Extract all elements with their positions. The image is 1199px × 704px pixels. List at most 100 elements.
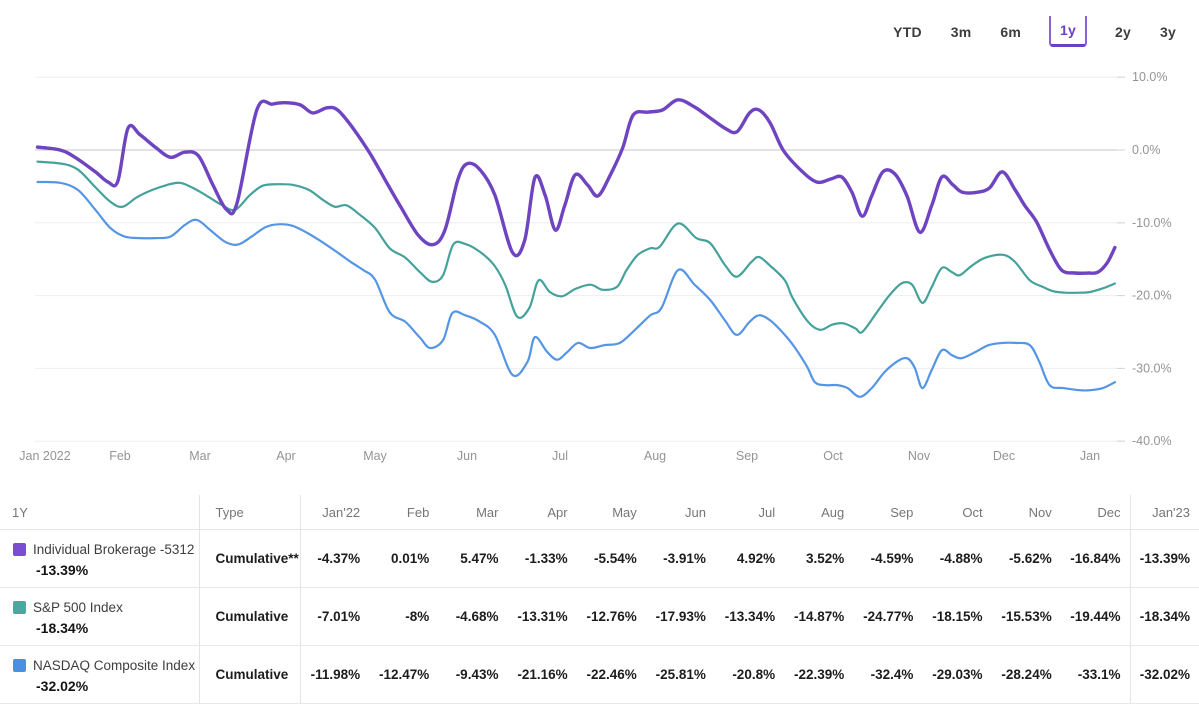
table-month-header: Jan'22 — [300, 495, 370, 530]
table-month-header: Aug — [784, 495, 854, 530]
monthly-return-cell: -13.34% — [714, 587, 785, 646]
table-header-row: 1Y Type Jan'22 Feb Mar Apr May Jun Jul Aug Sep Oct N… — [0, 495, 1199, 530]
y-axis-label: -30.0% — [1132, 361, 1172, 375]
monthly-return-cell: -20.8% — [714, 645, 785, 704]
range-button-3m[interactable]: 3m — [950, 23, 972, 40]
x-axis-label: Jan — [1080, 449, 1100, 463]
x-axis-label: Jul — [552, 449, 568, 463]
series-total-return: -32.02% — [36, 677, 89, 694]
monthly-return-cell: -33.1% — [1060, 645, 1130, 704]
monthly-return-cell: -21.16% — [507, 645, 577, 704]
monthly-return-cell: -29.03% — [922, 645, 992, 704]
table-month-header: Sep — [853, 495, 923, 530]
table-month-header: Nov — [991, 495, 1061, 530]
x-axis-label: Dec — [993, 449, 1015, 463]
series-line — [36, 160, 1116, 334]
monthly-return-cell: -17.93% — [645, 587, 715, 646]
performance-chart[interactable]: 10.0% 0.0% -10.0% -20.0% -30.0% -40.0% Jan 202… — [0, 60, 1199, 472]
monthly-return-cell: -13.31% — [507, 587, 577, 646]
table-month-header: Dec — [1060, 495, 1130, 530]
monthly-return-cell: -12.47% — [369, 645, 439, 704]
monthly-return-cell: 3.52% — [784, 529, 854, 588]
range-button-ytd[interactable]: YTD — [893, 23, 922, 40]
x-axis-label: Nov — [908, 449, 931, 463]
series-line — [35, 98, 1117, 275]
series-color-swatch — [13, 600, 26, 614]
y-axis-label: -20.0% — [1132, 289, 1172, 303]
monthly-return-cell: -9.43% — [438, 645, 508, 704]
series-type: Cumulative — [199, 645, 301, 704]
y-axis-label: 0.0% — [1132, 143, 1161, 157]
series-total-return: -18.34% — [36, 619, 89, 636]
table-month-header: Jan'23 — [1129, 495, 1199, 530]
monthly-return-cell: 4.92% — [714, 529, 785, 588]
monthly-return-cell: -12.76% — [576, 587, 646, 646]
monthly-return-cell: -14.87% — [784, 587, 854, 646]
y-axis-label: 10.0% — [1132, 70, 1167, 84]
monthly-return-cell: 0.01% — [369, 529, 439, 588]
series-color-swatch — [13, 542, 26, 556]
table-month-header: Feb — [369, 495, 439, 530]
monthly-return-cell: -19.44% — [1060, 587, 1130, 646]
table-month-header: Jun — [645, 495, 715, 530]
x-axis-label: Feb — [109, 449, 131, 463]
monthly-return-cell: -3.91% — [645, 529, 715, 588]
monthly-return-cell: -4.37% — [300, 529, 370, 588]
monthly-return-cell: -22.39% — [784, 645, 854, 704]
series-type: Cumulative** — [199, 529, 301, 588]
monthly-return-cell: -32.4% — [853, 645, 923, 704]
x-axis-label: Mar — [189, 449, 211, 463]
x-axis-label: Oct — [823, 449, 843, 463]
table-corner-header: 1Y — [0, 495, 200, 530]
y-axis-label: -10.0% — [1132, 216, 1172, 230]
table-month-header: Oct — [922, 495, 992, 530]
table-type-header: Type — [199, 495, 301, 530]
x-axis-label: May — [363, 449, 387, 463]
x-axis-label: Jan 2022 — [19, 449, 70, 463]
series-name-cell: S&P 500 Index -18.34% — [0, 587, 200, 646]
chart-svg: 10.0% 0.0% -10.0% -20.0% -30.0% -40.0% Jan 202… — [19, 70, 1172, 463]
monthly-return-cell: -15.53% — [991, 587, 1061, 646]
time-range-selector: YTD 3m 6m 1y 2y 3y — [892, 16, 1177, 47]
table-month-header: Jul — [714, 495, 785, 530]
monthly-return-cell: 5.47% — [438, 529, 508, 588]
monthly-return-cell: -18.15% — [922, 587, 992, 646]
monthly-return-cell: -4.68% — [438, 587, 508, 646]
series-total-return: -13.39% — [36, 561, 89, 578]
y-axis-label: -40.0% — [1132, 434, 1172, 448]
range-button-2y[interactable]: 2y — [1115, 23, 1132, 40]
series-name: Individual Brokerage -5312 — [33, 541, 195, 557]
table-row: S&P 500 Index -18.34% Cumulative -7.01% -8% -… — [0, 587, 1199, 646]
monthly-return-cell: -8% — [369, 587, 439, 646]
performance-table: 1Y Type Jan'22 Feb Mar Apr May Jun Jul Aug Sep Oct N… — [0, 495, 1199, 704]
range-button-1y[interactable]: 1y — [1049, 16, 1088, 47]
monthly-return-cell: -18.34% — [1129, 587, 1199, 646]
monthly-return-cell: -25.81% — [645, 645, 715, 704]
series-line — [36, 180, 1116, 398]
x-axis-label: Aug — [644, 449, 666, 463]
table-month-header: Mar — [438, 495, 508, 530]
monthly-return-cell: -7.01% — [300, 587, 370, 646]
monthly-return-cell: -13.39% — [1129, 529, 1199, 588]
monthly-return-cell: -5.54% — [576, 529, 646, 588]
table-row: NASDAQ Composite Index -32.02% Cumulative -… — [0, 645, 1199, 704]
monthly-return-cell: -11.98% — [300, 645, 370, 704]
monthly-return-cell: -32.02% — [1129, 645, 1199, 704]
monthly-return-cell: -16.84% — [1060, 529, 1130, 588]
monthly-return-cell: -28.24% — [991, 645, 1061, 704]
series-name: S&P 500 Index — [33, 599, 123, 615]
table-row: Individual Brokerage -5312 -13.39% Cumulat… — [0, 529, 1199, 588]
monthly-return-cell: -4.88% — [922, 529, 992, 588]
series-name-cell: Individual Brokerage -5312 -13.39% — [0, 529, 200, 588]
table-month-header: May — [576, 495, 646, 530]
series-name: NASDAQ Composite Index — [33, 657, 196, 673]
x-axis-label: Apr — [276, 449, 295, 463]
monthly-return-cell: -24.77% — [853, 587, 923, 646]
monthly-return-cell: -1.33% — [507, 529, 577, 588]
range-button-3y[interactable]: 3y — [1160, 23, 1176, 40]
series-name-cell: NASDAQ Composite Index -32.02% — [0, 645, 200, 704]
monthly-return-cell: -22.46% — [576, 645, 646, 704]
range-button-6m[interactable]: 6m — [1000, 23, 1022, 40]
monthly-return-cell: -5.62% — [991, 529, 1061, 588]
x-axis-label: Sep — [736, 449, 758, 463]
